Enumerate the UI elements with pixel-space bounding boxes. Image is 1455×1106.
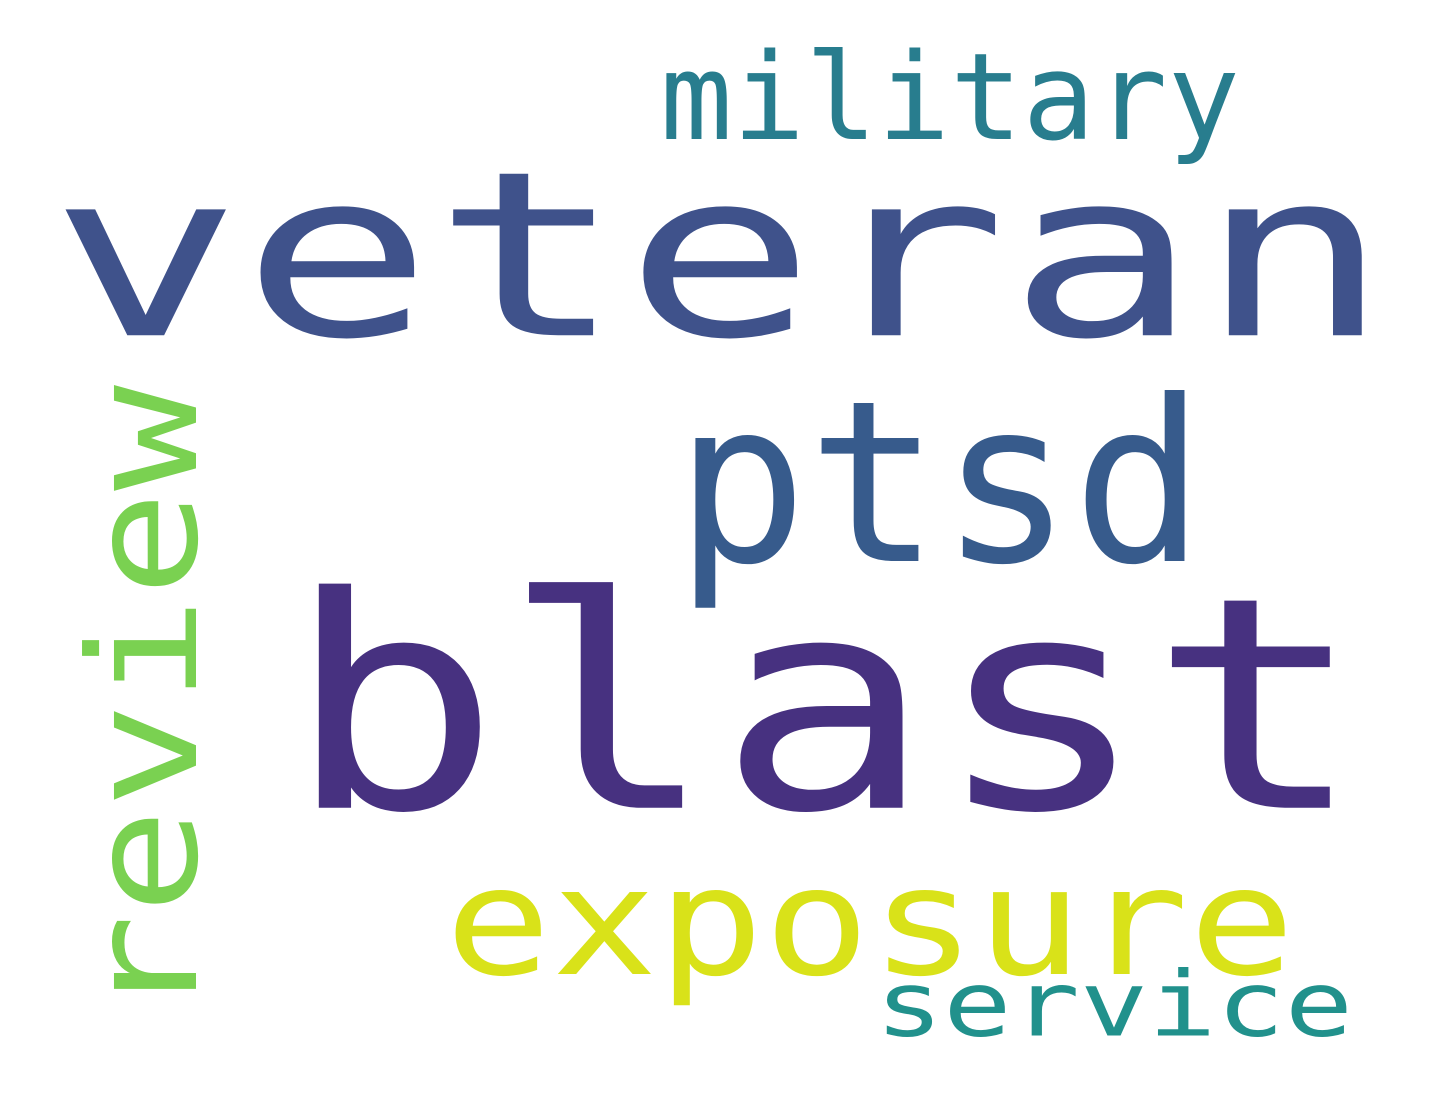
word-exposure: exposure (445, 834, 1295, 1010)
word-blast: blast (285, 533, 1365, 879)
word-review: review (56, 385, 233, 1020)
word-military: military (660, 27, 1240, 168)
word-ptsd: ptsd (675, 351, 1205, 615)
word-veteran: veteran (50, 121, 1390, 391)
word-service: service (875, 951, 1353, 1058)
